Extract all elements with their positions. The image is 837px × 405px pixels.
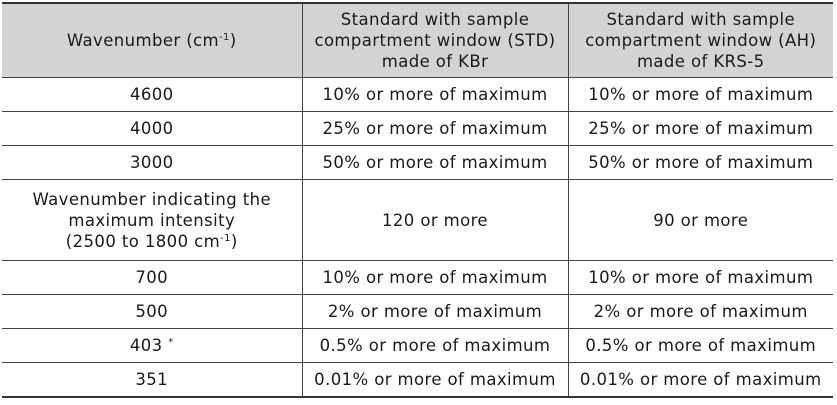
cell-wavenumber: 500	[2, 294, 303, 329]
table-row: 3000 50% or more of maximum 50% or more …	[2, 145, 833, 180]
cell-wavenumber: 3000	[2, 145, 303, 180]
cell-wavenumber: Wavenumber indicating the maximum intensi…	[2, 179, 303, 261]
cell-ah: 0.01% or more of maximum	[567, 362, 833, 398]
cell-ah: 2% or more of maximum	[567, 294, 833, 329]
table-row: 700 10% or more of maximum 10% or more o…	[2, 260, 833, 295]
cell-wavenumber: 4600	[2, 77, 303, 112]
cell-wavenumber: 700	[2, 260, 303, 295]
cell-std: 120 or more	[301, 179, 569, 261]
header-row: Wavenumber (cm-1) Standard with sample co…	[2, 2, 833, 78]
cell-wavenumber: 403 *	[2, 328, 303, 363]
table-row: 403 * 0.5% or more of maximum 0.5% or mo…	[2, 328, 833, 363]
cell-wavenumber: 351	[2, 362, 303, 398]
header-ah-krs5: Standard with sample compartment window (…	[567, 2, 833, 78]
footnote-asterisk: *	[168, 337, 174, 348]
table-row: 500 2% or more of maximum 2% or more of …	[2, 294, 833, 329]
cell-std: 10% or more of maximum	[301, 77, 569, 112]
spec-table-container: Wavenumber (cm-1) Standard with sample co…	[2, 2, 833, 398]
cell-ah: 50% or more of maximum	[567, 145, 833, 180]
cell-wavenumber: 4000	[2, 111, 303, 146]
cell-ah: 0.5% or more of maximum	[567, 328, 833, 363]
table-row: Wavenumber indicating the maximum intensi…	[2, 179, 833, 261]
header-std-kbr: Standard with sample compartment window (…	[301, 2, 569, 78]
cell-std: 0.5% or more of maximum	[301, 328, 569, 363]
cell-ah: 90 or more	[567, 179, 833, 261]
table-row: 351 0.01% or more of maximum 0.01% or mo…	[2, 362, 833, 398]
cell-std: 10% or more of maximum	[301, 260, 569, 295]
cell-std: 0.01% or more of maximum	[301, 362, 569, 398]
table-row: 4000 25% or more of maximum 25% or more …	[2, 111, 833, 146]
cell-ah: 25% or more of maximum	[567, 111, 833, 146]
cell-std: 2% or more of maximum	[301, 294, 569, 329]
spec-table: Wavenumber (cm-1) Standard with sample co…	[2, 2, 833, 398]
header-wavenumber: Wavenumber (cm-1)	[2, 2, 303, 78]
cell-std: 50% or more of maximum	[301, 145, 569, 180]
table-row: 4600 10% or more of maximum 10% or more …	[2, 77, 833, 112]
cell-std: 25% or more of maximum	[301, 111, 569, 146]
cell-ah: 10% or more of maximum	[567, 260, 833, 295]
cell-ah: 10% or more of maximum	[567, 77, 833, 112]
